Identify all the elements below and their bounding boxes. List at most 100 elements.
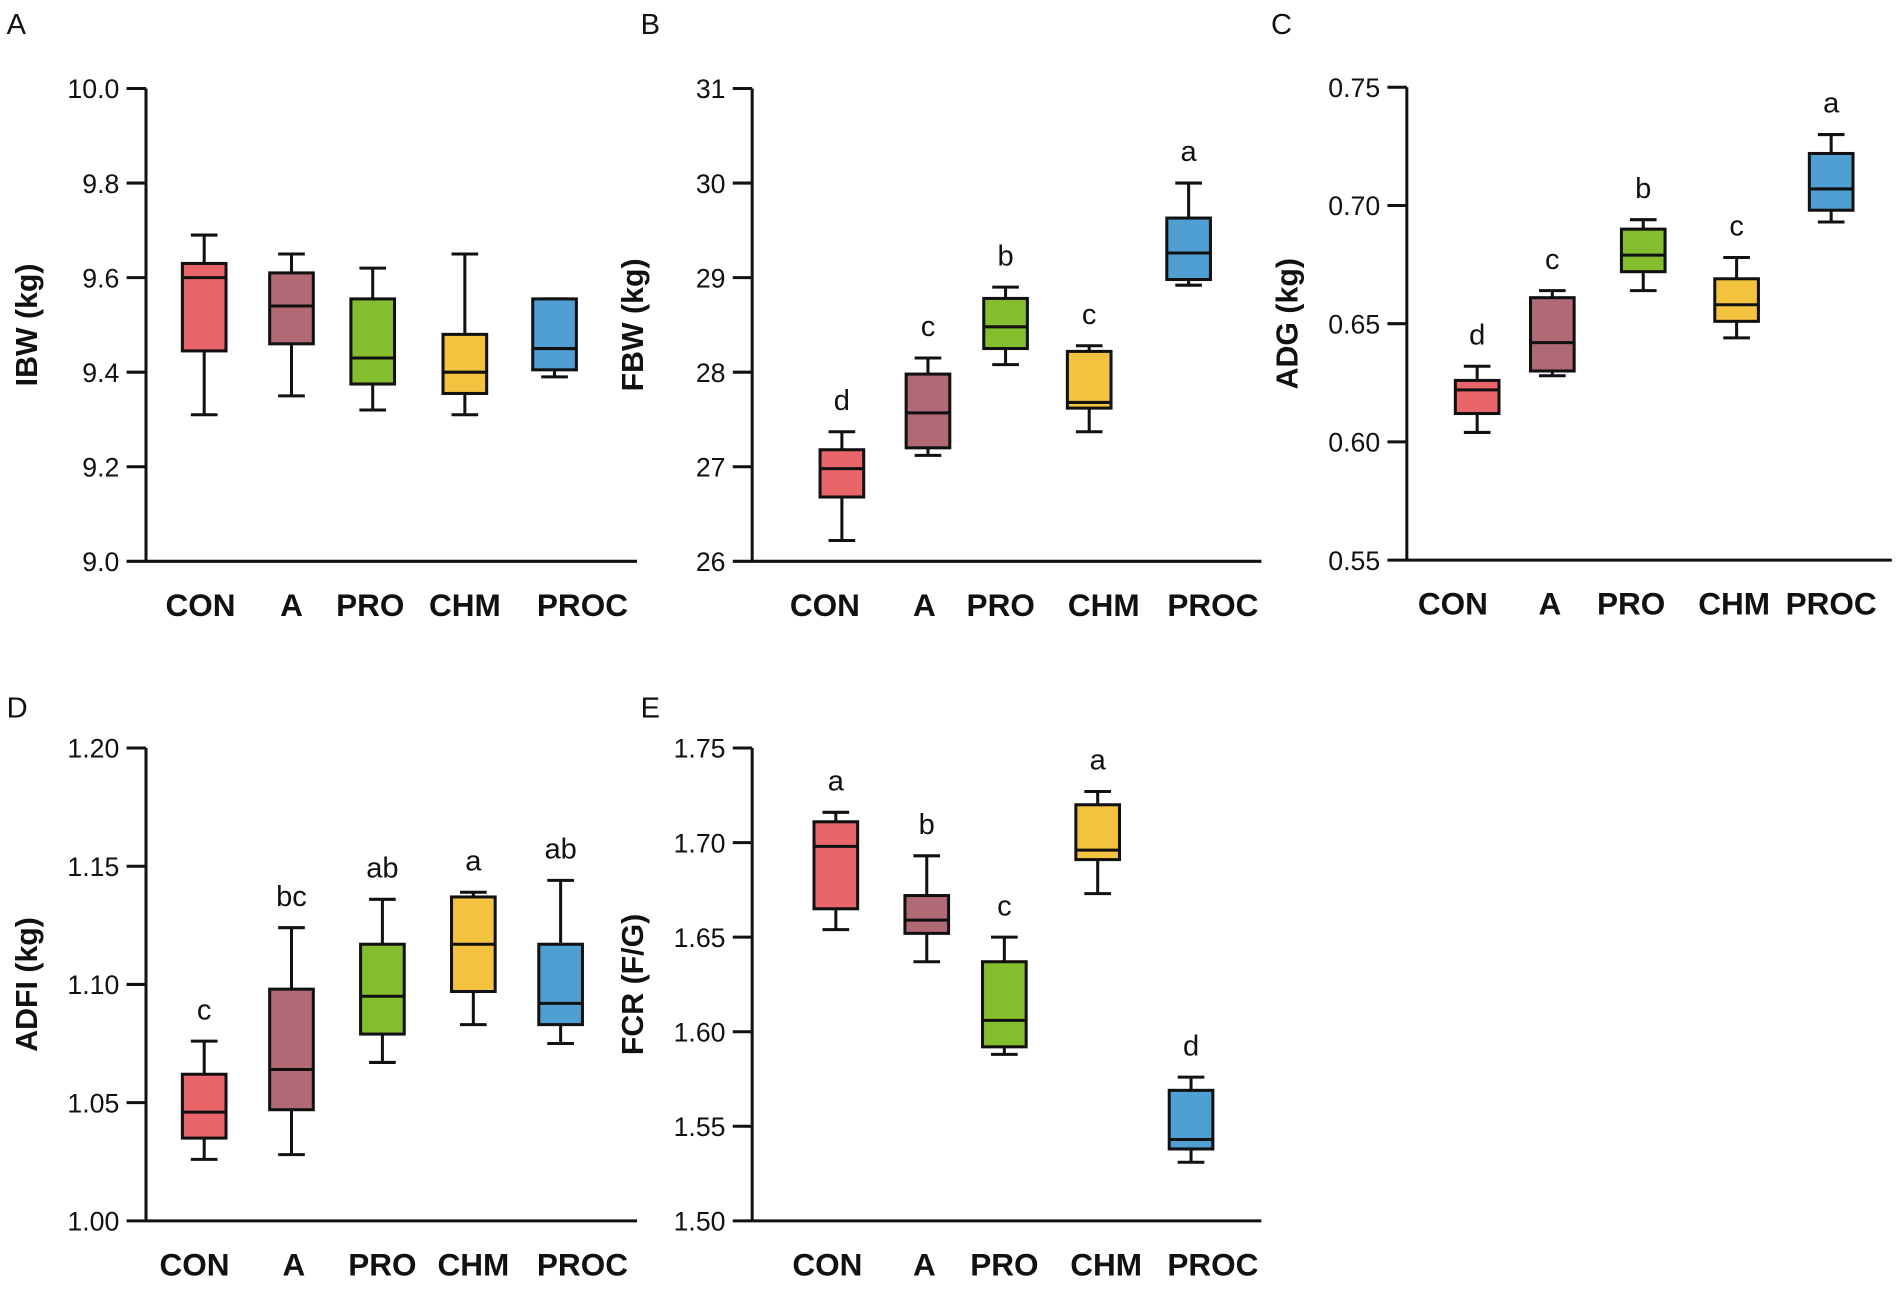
x-tick-label: PROC (1167, 587, 1258, 623)
box-pro: ab (359, 852, 406, 1064)
x-tick-label: CON (790, 587, 860, 623)
x-tick-label: A (913, 1246, 936, 1282)
x-tick-label: CON (159, 1246, 229, 1282)
y-tick-label: 0.65 (1328, 309, 1380, 339)
box-iqr (359, 942, 406, 1036)
box-iqr (1165, 216, 1212, 282)
y-tick-label: 1.00 (67, 1207, 119, 1237)
y-tick-label: 1.50 (674, 1207, 726, 1237)
box-iqr (537, 942, 584, 1027)
box-pro: b (1619, 173, 1667, 293)
box-iqr (268, 271, 315, 346)
box-chm: c (1065, 299, 1113, 434)
significance-letter: a (828, 765, 845, 797)
y-tick-label: 10.0 (67, 74, 119, 104)
y-tick-label: 1.05 (67, 1088, 119, 1118)
panel-label: C (1271, 9, 1292, 41)
panel-c: C 0.55 0.60 0.65 0.70 0.75 ADG (kg) CON A PRO CHM P… (1271, 9, 1892, 622)
box-iqr (982, 296, 1029, 351)
box-iqr (1807, 151, 1855, 212)
y-tick-label: 31 (696, 74, 726, 104)
box-iqr (818, 448, 866, 499)
y-tick-label: 1.75 (674, 734, 726, 764)
significance-letter: c (997, 890, 1012, 922)
box-con (180, 233, 228, 417)
y-axis-label: FBW (kg) (617, 258, 650, 391)
box-a: b (903, 809, 951, 964)
box-iqr (1619, 227, 1667, 274)
box-chm: a (1074, 745, 1122, 896)
x-tick-label: A (913, 587, 936, 623)
y-tick-label: 1.60 (674, 1017, 726, 1047)
y-tick-label: 9.6 (82, 263, 119, 293)
box-iqr (268, 987, 315, 1112)
x-tick-label: PROC (537, 1246, 628, 1282)
box-iqr (1528, 296, 1576, 373)
box-a (268, 252, 315, 398)
x-tick-label: A (283, 1246, 306, 1282)
box-pro: c (981, 890, 1028, 1056)
y-tick-label: 9.2 (82, 452, 119, 482)
box-proc: ab (537, 834, 584, 1046)
box-iqr (180, 1072, 228, 1140)
box-con: a (812, 765, 860, 932)
significance-letter: b (919, 809, 935, 841)
box-iqr (903, 894, 951, 935)
box-iqr (349, 297, 397, 386)
y-axis-label: IBW (kg) (11, 263, 44, 386)
x-tick-label: CON (792, 1246, 862, 1282)
x-tick-label: PROC (1786, 586, 1877, 622)
x-tick-label: CON (166, 587, 236, 623)
x-tick-label: CHM (1068, 587, 1140, 623)
y-tick-label: 0.70 (1328, 191, 1380, 221)
x-tick-label: CHM (1698, 586, 1770, 622)
significance-letter: a (1090, 745, 1107, 777)
y-tick-label: 9.0 (82, 547, 119, 577)
panel-a: A 9.0 9.2 9.4 9.6 9.8 10.0 IBW (kg) CON A PRO CHM PR… (7, 9, 638, 623)
y-tick-label: 0.55 (1328, 546, 1380, 576)
significance-letter: d (834, 385, 850, 417)
y-tick-label: 1.15 (67, 852, 119, 882)
y-tick-label: 0.75 (1328, 73, 1380, 103)
significance-letter: c (1729, 211, 1744, 243)
x-tick-label: CHM (437, 1246, 509, 1282)
box-a: c (1528, 244, 1576, 378)
y-tick-label: 1.65 (674, 923, 726, 953)
x-tick-label: CHM (429, 587, 501, 623)
panel-label: D (7, 693, 28, 725)
x-tick-label: PROC (537, 587, 628, 623)
box-proc: a (1165, 136, 1212, 287)
y-tick-label: 1.20 (67, 734, 119, 764)
panel-d: D 1.00 1.05 1.10 1.15 1.20 ADFI (kg) CON A PRO CHM… (7, 693, 638, 1282)
panel-label: A (7, 9, 27, 41)
panel-b: B 26 27 28 29 30 31 FBW (kg) CON A PRO CHM PROC d c b c a (617, 9, 1262, 623)
y-axis-label: ADG (kg) (1272, 258, 1305, 389)
box-chm: c (1713, 211, 1760, 340)
box-iqr (1065, 349, 1113, 410)
significance-letter: c (921, 311, 936, 343)
significance-letter: a (1181, 136, 1198, 168)
box-chm (441, 252, 489, 417)
box-iqr (441, 332, 489, 395)
significance-letter: b (997, 240, 1013, 272)
panel-label: B (641, 9, 660, 41)
y-tick-label: 29 (696, 263, 726, 293)
significance-letter: b (1635, 173, 1651, 205)
y-tick-label: 1.55 (674, 1112, 726, 1142)
x-tick-label: PRO (336, 587, 404, 623)
significance-letter: d (1183, 1030, 1199, 1062)
box-pro (349, 266, 397, 412)
y-tick-label: 27 (696, 452, 726, 482)
significance-letter: c (1545, 244, 1560, 276)
x-tick-label: PRO (967, 587, 1035, 623)
x-tick-label: CON (1418, 586, 1488, 622)
significance-letter: c (197, 994, 212, 1026)
significance-letter: ab (544, 834, 576, 866)
significance-letter: c (1082, 299, 1097, 331)
significance-letter: a (1823, 88, 1840, 120)
y-tick-label: 0.60 (1328, 428, 1380, 458)
box-iqr (812, 820, 860, 911)
panel-e: E 1.50 1.55 1.60 1.65 1.70 1.75 FCR (F/G) CON A PR… (617, 693, 1262, 1282)
box-con: d (818, 385, 866, 543)
